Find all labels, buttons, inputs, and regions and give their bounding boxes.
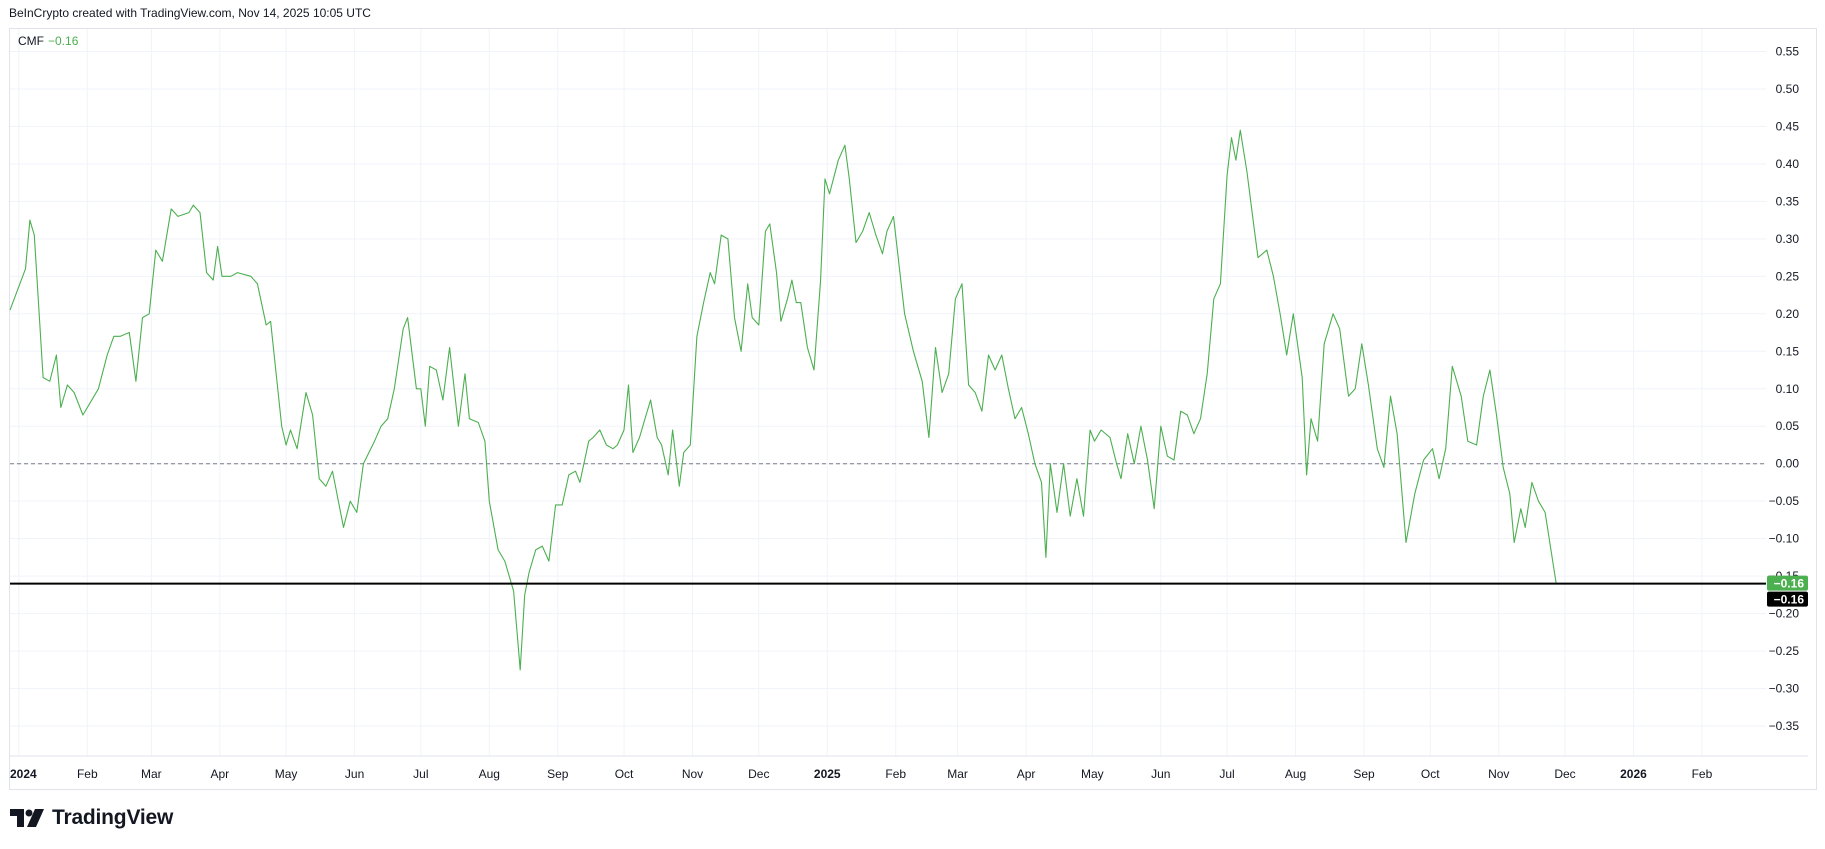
indicator-legend[interactable]: CMF −0.16	[18, 34, 78, 48]
y-tick-label: −0.20	[1769, 607, 1800, 621]
y-tick-label: 0.40	[1776, 157, 1800, 171]
chart-pane[interactable]	[9, 28, 1817, 790]
y-tick-label: 0.15	[1776, 344, 1800, 358]
cmf-series-line[interactable]	[9, 129, 1557, 671]
x-tick-label: 2025	[814, 767, 841, 781]
brand-name: TradingView	[52, 806, 174, 829]
y-tick-label: 0.30	[1776, 232, 1800, 246]
y-tick-label: 0.05	[1776, 419, 1800, 433]
x-tick-label: Sep	[547, 767, 569, 781]
x-tick-label: Dec	[1554, 767, 1575, 781]
x-tick-label: Dec	[748, 767, 769, 781]
indicator-name: CMF	[18, 34, 44, 48]
tradingview-logo-icon	[10, 809, 44, 827]
y-tick-label: 0.45	[1776, 119, 1800, 133]
x-tick-label: Oct	[1421, 767, 1440, 781]
x-tick-label: Mar	[141, 767, 162, 781]
x-tick-label: Jun	[345, 767, 364, 781]
crosshair-value-label: −0.16	[1774, 593, 1805, 607]
last-value-badge	[1767, 575, 1808, 591]
indicator-value: −0.16	[48, 34, 79, 48]
y-tick-label: −0.25	[1769, 644, 1800, 658]
y-tick-label: −0.10	[1769, 532, 1800, 546]
x-tick-label: Aug	[1285, 767, 1306, 781]
y-tick-label: 0.25	[1776, 269, 1800, 283]
x-tick-label: 2026	[1620, 767, 1647, 781]
x-tick-label: Feb	[885, 767, 906, 781]
x-tick-label: May	[1081, 767, 1104, 781]
cmf-line-chart[interactable]: 0.55 0.50 0.45 0.40 0.35 0.30 0.25 0.20 0.15 0.10…	[0, 0, 1825, 800]
x-tick-label: Aug	[479, 767, 500, 781]
x-tick-label: Jul	[413, 767, 428, 781]
y-tick-label: 0.20	[1776, 307, 1800, 321]
x-tick-label: May	[275, 767, 298, 781]
crosshair-value-badge	[1767, 591, 1808, 607]
x-tick-label: Jul	[1219, 767, 1234, 781]
y-tick-label: −0.30	[1769, 682, 1800, 696]
x-tick-label: Feb	[77, 767, 98, 781]
y-tick-label: 0.10	[1776, 382, 1800, 396]
y-tick-label: −0.05	[1769, 494, 1800, 508]
y-tick-label: 0.35	[1776, 194, 1800, 208]
x-tick-label: Jun	[1151, 767, 1170, 781]
y-tick-label: 0.50	[1776, 82, 1800, 96]
x-tick-label: Oct	[615, 767, 634, 781]
x-tick-label: Sep	[1353, 767, 1375, 781]
x-tick-label: Mar	[947, 767, 968, 781]
x-tick-label: 2024	[10, 767, 37, 781]
tradingview-logo[interactable]: TradingView	[10, 806, 173, 830]
x-tick-label: Nov	[1488, 767, 1509, 781]
x-tick-label: Apr	[210, 767, 229, 781]
x-tick-label: Nov	[682, 767, 703, 781]
y-tick-label: 0.00	[1776, 457, 1800, 471]
chart-attribution: BeInCrypto created with TradingView.com,…	[9, 6, 371, 20]
last-value-label: −0.16	[1774, 577, 1805, 591]
x-tick-label: Feb	[1692, 767, 1713, 781]
x-tick-label: Apr	[1017, 767, 1036, 781]
y-tick-label: 0.55	[1776, 44, 1800, 58]
y-tick-label: −0.35	[1769, 719, 1800, 733]
